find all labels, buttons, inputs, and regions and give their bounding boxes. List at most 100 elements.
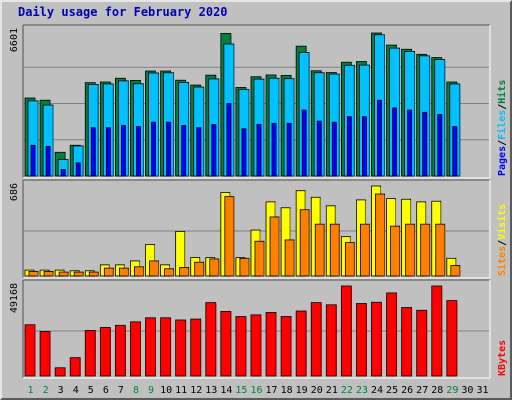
bar-pages-day-28 — [437, 114, 443, 177]
bar-pages-day-18 — [286, 122, 292, 177]
bar-sites-day-18 — [284, 239, 295, 277]
bar-kbytes-day-28 — [431, 285, 443, 377]
bar-sites-day-29 — [450, 265, 461, 277]
bar-kbytes-day-1 — [24, 324, 36, 377]
day-label-15: 15 — [235, 385, 247, 396]
bar-sites-day-17 — [269, 216, 280, 277]
legend-hits: Hits — [496, 80, 508, 104]
day-label-25: 25 — [386, 385, 398, 396]
day-label-1: 1 — [28, 385, 34, 396]
bar-kbytes-day-7 — [114, 324, 126, 377]
bar-pages-day-9 — [151, 121, 156, 177]
day-label-23: 23 — [356, 385, 368, 396]
bar-pages-day-14 — [226, 103, 232, 177]
bar-kbytes-day-27 — [416, 309, 428, 377]
legend-kbytes: KBytes — [497, 340, 508, 376]
day-label-20: 20 — [311, 385, 323, 396]
bar-sites-day-3 — [58, 271, 69, 277]
bar-kbytes-day-8 — [130, 321, 141, 377]
day-label-16: 16 — [250, 385, 262, 396]
legend-separator: / — [497, 104, 508, 110]
bar-pages-day-2 — [45, 145, 51, 177]
bar-kbytes-day-5 — [84, 330, 96, 377]
legend-files: Files — [496, 110, 508, 140]
bar-pages-day-17 — [271, 122, 277, 177]
bar-sites-day-11 — [179, 267, 190, 277]
bar-pages-day-23 — [362, 116, 367, 177]
day-label-9: 9 — [148, 385, 154, 396]
bar-sites-day-10 — [164, 268, 174, 277]
bar-pages-day-5 — [90, 127, 96, 177]
bar-pages-day-8 — [136, 126, 141, 177]
bar-sites-day-13 — [209, 258, 220, 277]
day-label-2: 2 — [43, 385, 49, 396]
day-label-27: 27 — [416, 385, 428, 396]
day-label-4: 4 — [73, 385, 79, 396]
day-label-17: 17 — [266, 385, 278, 396]
bar-kbytes-day-11 — [175, 319, 187, 377]
bar-sites-day-6 — [103, 267, 114, 277]
legend-pages: Pages — [497, 146, 508, 176]
bar-pages-day-26 — [407, 109, 413, 177]
day-label-22: 22 — [341, 385, 353, 396]
bar-sites-day-25 — [390, 225, 400, 277]
day-label-7: 7 — [118, 385, 124, 396]
bar-pages-day-19 — [301, 109, 307, 177]
bar-pages-day-22 — [346, 116, 352, 177]
bar-pages-day-12 — [196, 127, 202, 177]
bar-kbytes-day-9 — [145, 317, 156, 377]
bar-pages-day-7 — [120, 125, 126, 177]
bar-pages-day-11 — [181, 125, 187, 177]
chart-title: Daily usage for February 2020 — [18, 5, 228, 19]
day-axis-labels: 1 2 3 4 5 6 7 8 9 10 11 12 13 14 15 16 17 18 19 20 21 22 23 24 2… — [28, 385, 489, 396]
bar-kbytes-day-4 — [69, 357, 81, 377]
bar-pages-day-4 — [75, 162, 81, 177]
bar-kbytes-day-15 — [235, 316, 247, 377]
bar-pages-day-21 — [331, 121, 337, 177]
bar-sites-day-9 — [149, 260, 159, 277]
kbytes-panel: 49168 KBytes — [9, 279, 508, 379]
day-label-19: 19 — [296, 385, 308, 396]
bar-sites-day-16 — [254, 240, 265, 277]
bar-sites-day-1 — [28, 271, 39, 277]
bar-pages-day-25 — [392, 107, 397, 177]
day-label-14: 14 — [220, 385, 232, 396]
series-legend: Sites/Visits — [496, 204, 508, 276]
series-legend: Pages/Files/Hits — [496, 80, 508, 176]
bar-kbytes-day-29 — [446, 300, 458, 377]
bar-sites-day-27 — [420, 223, 431, 277]
day-label-6: 6 — [103, 385, 109, 396]
bar-pages-day-16 — [256, 123, 262, 177]
legend-separator: / — [497, 140, 508, 146]
bar-kbytes-day-23 — [356, 303, 367, 377]
y-max-label: 6601 — [9, 28, 20, 52]
bar-kbytes-day-10 — [160, 317, 171, 377]
bar-pages-day-3 — [60, 169, 66, 177]
day-label-30: 30 — [461, 385, 473, 396]
day-label-29: 29 — [446, 385, 458, 396]
bar-kbytes-day-22 — [340, 285, 352, 377]
bar-kbytes-day-16 — [250, 314, 262, 377]
bar-sites-day-7 — [118, 267, 129, 277]
bar-pages-day-29 — [452, 126, 458, 177]
day-label-26: 26 — [401, 385, 413, 396]
bar-kbytes-day-20 — [310, 302, 322, 377]
bar-sites-day-19 — [299, 209, 310, 277]
bar-sites-day-24 — [375, 193, 385, 277]
bar-pages-day-20 — [316, 120, 322, 177]
day-label-11: 11 — [175, 385, 187, 396]
day-label-12: 12 — [190, 385, 202, 396]
bar-kbytes-day-18 — [280, 316, 292, 377]
bar-sites-day-4 — [73, 271, 84, 277]
bar-pages-day-1 — [30, 144, 36, 177]
bar-kbytes-day-6 — [99, 327, 111, 377]
bar-kbytes-day-24 — [371, 301, 382, 377]
bar-sites-day-20 — [314, 223, 325, 277]
day-label-28: 28 — [431, 385, 443, 396]
bar-pages-day-6 — [105, 127, 111, 177]
bar-kbytes-day-3 — [54, 367, 66, 377]
bar-kbytes-day-13 — [205, 302, 217, 377]
day-label-21: 21 — [326, 385, 338, 396]
bar-pages-day-13 — [211, 123, 217, 177]
